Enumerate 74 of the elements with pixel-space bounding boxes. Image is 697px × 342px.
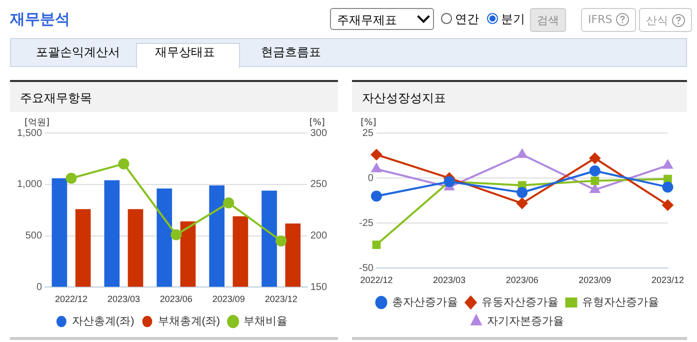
point bbox=[662, 182, 674, 193]
x-tick-label: 2023/09 bbox=[578, 275, 612, 286]
y2-tick-label: 250 bbox=[310, 179, 328, 190]
x-tick-label: 2023/06 bbox=[506, 275, 538, 286]
y-axis-title: [억원] bbox=[24, 118, 50, 128]
x-tick-label: 2022/12 bbox=[54, 294, 88, 304]
text: 재무분석 bbox=[10, 10, 70, 29]
y-tick-label: -50 bbox=[359, 262, 374, 274]
bar bbox=[104, 180, 120, 287]
point bbox=[372, 164, 382, 172]
text: IFRS bbox=[588, 13, 614, 26]
bar bbox=[262, 190, 277, 287]
y2-tick-label: 300 bbox=[310, 128, 328, 139]
point bbox=[370, 190, 382, 202]
point bbox=[590, 176, 600, 185]
point bbox=[370, 149, 382, 160]
chart-title: 자산성장성지표 bbox=[352, 80, 687, 112]
bar bbox=[180, 221, 196, 287]
point bbox=[590, 184, 600, 194]
text: 현금흐름표 bbox=[261, 44, 321, 61]
x-tick-label: 2023/12 bbox=[264, 294, 298, 304]
point bbox=[664, 174, 672, 184]
text: 산식 bbox=[646, 14, 669, 27]
text: 분기 bbox=[501, 11, 525, 28]
y-tick-label: 25 bbox=[362, 128, 374, 139]
point bbox=[223, 197, 234, 208]
y-tick-label: 0 bbox=[36, 282, 42, 293]
bar bbox=[209, 185, 224, 287]
x-tick-label: 2023/09 bbox=[212, 294, 245, 304]
point bbox=[589, 152, 600, 164]
point bbox=[372, 240, 381, 249]
text: 검색 bbox=[530, 8, 566, 32]
text: 주재무제표 bbox=[330, 8, 434, 30]
text: 재무상태표 bbox=[155, 44, 215, 61]
bar bbox=[75, 209, 91, 287]
y-axis-title: [%] bbox=[360, 118, 376, 128]
point bbox=[118, 158, 130, 170]
legend-label: 유동자산증가율 bbox=[481, 296, 558, 309]
y2-tick-label: 150 bbox=[310, 282, 328, 293]
point bbox=[66, 172, 77, 184]
y-tick-label: 1,500 bbox=[16, 128, 42, 139]
legend-label: 부채총계(좌) bbox=[158, 316, 220, 328]
text: 포괄손익계산서 bbox=[36, 44, 120, 61]
point bbox=[516, 186, 528, 198]
y2-axis-title: [%] bbox=[309, 118, 325, 128]
text: 연간 bbox=[455, 11, 479, 28]
point bbox=[170, 229, 182, 240]
point bbox=[662, 160, 673, 169]
y-tick-label: 0 bbox=[368, 172, 374, 184]
x-tick-label: 2023/06 bbox=[160, 294, 192, 304]
bar bbox=[52, 178, 68, 287]
bar bbox=[232, 216, 248, 287]
point bbox=[516, 198, 528, 209]
legend-label: 부채비율 bbox=[244, 316, 288, 328]
legend-label: 자기자본증가율 bbox=[486, 316, 564, 328]
bar bbox=[285, 223, 301, 287]
y-tick-label: -25 bbox=[359, 218, 374, 229]
legend-label: 자산총계(좌) bbox=[72, 316, 134, 328]
point bbox=[589, 165, 600, 176]
y-tick-label: 500 bbox=[25, 230, 42, 242]
x-tick-label: 2022/12 bbox=[360, 275, 393, 286]
bar bbox=[156, 188, 172, 287]
y-tick-label: 1,000 bbox=[16, 179, 42, 190]
point bbox=[662, 200, 674, 211]
legend-label: 유형자산증가율 bbox=[582, 296, 659, 309]
y2-tick-label: 200 bbox=[310, 230, 328, 242]
chart-title: 주요재무항목 bbox=[10, 80, 338, 112]
point bbox=[517, 149, 527, 158]
x-tick-label: 2023/12 bbox=[651, 275, 684, 286]
legend-label: 총자산증가율 bbox=[392, 296, 458, 309]
x-tick-label: 2023/03 bbox=[433, 275, 466, 286]
point bbox=[276, 235, 287, 246]
bar bbox=[128, 209, 144, 287]
x-tick-label: 2023/03 bbox=[107, 294, 140, 304]
